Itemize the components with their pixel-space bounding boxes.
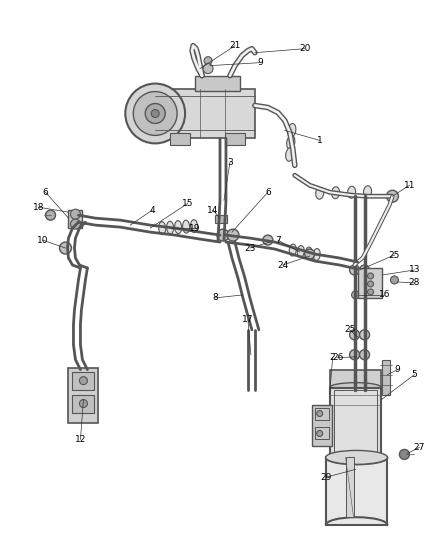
Bar	[215, 215, 227, 223]
Text: 17: 17	[242, 316, 254, 324]
Circle shape	[151, 109, 159, 117]
Circle shape	[386, 190, 399, 202]
Text: 14: 14	[207, 206, 219, 215]
Text: 2: 2	[330, 353, 336, 362]
Circle shape	[305, 249, 314, 259]
Ellipse shape	[316, 187, 324, 199]
Text: 25: 25	[344, 325, 355, 334]
Circle shape	[145, 103, 165, 124]
Text: 9: 9	[395, 365, 400, 374]
Text: 5: 5	[412, 370, 417, 379]
Text: 29: 29	[320, 473, 332, 482]
Circle shape	[350, 265, 360, 275]
Text: 6: 6	[42, 188, 49, 197]
Bar	[312, 405, 332, 447]
Circle shape	[60, 242, 71, 254]
Bar	[330, 387, 381, 457]
Circle shape	[217, 229, 229, 241]
Circle shape	[79, 400, 88, 408]
Text: 10: 10	[37, 236, 48, 245]
Text: 8: 8	[212, 293, 218, 302]
Bar	[314, 427, 328, 439]
Ellipse shape	[183, 220, 190, 233]
Bar	[314, 408, 328, 419]
Ellipse shape	[286, 135, 295, 149]
Bar	[72, 372, 95, 390]
Circle shape	[203, 63, 213, 74]
Bar	[170, 133, 190, 146]
Text: 15: 15	[182, 199, 194, 208]
Circle shape	[79, 377, 88, 385]
Text: 4: 4	[149, 206, 155, 215]
Text: 26: 26	[332, 353, 343, 362]
Circle shape	[133, 92, 177, 135]
Ellipse shape	[286, 148, 294, 161]
Circle shape	[367, 273, 374, 279]
Bar	[68, 368, 99, 423]
Text: 25: 25	[389, 251, 400, 260]
Ellipse shape	[364, 186, 371, 198]
Ellipse shape	[330, 383, 381, 393]
Bar	[382, 360, 390, 394]
Circle shape	[350, 330, 360, 340]
Circle shape	[227, 229, 239, 241]
Bar	[330, 370, 381, 387]
Circle shape	[350, 350, 360, 360]
Text: 23: 23	[244, 244, 256, 253]
Bar	[357, 268, 382, 298]
Text: 18: 18	[33, 203, 44, 212]
Circle shape	[390, 276, 399, 284]
Ellipse shape	[289, 244, 296, 256]
Circle shape	[71, 209, 81, 219]
Circle shape	[352, 291, 360, 299]
Text: 9: 9	[257, 58, 263, 67]
Ellipse shape	[159, 222, 166, 235]
Bar	[72, 394, 95, 413]
Text: 28: 28	[409, 278, 420, 287]
Ellipse shape	[326, 450, 388, 464]
Ellipse shape	[313, 248, 320, 261]
Circle shape	[317, 410, 323, 416]
Text: 24: 24	[277, 261, 288, 270]
Ellipse shape	[288, 124, 296, 138]
Text: 7: 7	[275, 236, 281, 245]
Ellipse shape	[175, 221, 182, 233]
Bar	[326, 457, 388, 525]
Circle shape	[46, 210, 56, 220]
Text: 16: 16	[379, 290, 390, 300]
Circle shape	[71, 219, 81, 229]
Circle shape	[360, 330, 370, 340]
Ellipse shape	[297, 246, 304, 257]
Text: 6: 6	[265, 188, 271, 197]
Bar	[68, 210, 82, 228]
Circle shape	[367, 289, 374, 295]
Text: 21: 21	[229, 41, 240, 50]
Text: 1: 1	[317, 136, 322, 145]
Circle shape	[399, 449, 410, 459]
Text: 27: 27	[413, 443, 425, 452]
Bar	[334, 390, 378, 455]
Text: 13: 13	[409, 265, 420, 274]
Text: 3: 3	[227, 158, 233, 167]
Bar	[225, 133, 245, 146]
Circle shape	[263, 235, 273, 245]
Ellipse shape	[191, 220, 198, 232]
Ellipse shape	[348, 186, 356, 198]
Circle shape	[125, 84, 185, 143]
Bar	[346, 457, 353, 517]
Ellipse shape	[305, 247, 312, 259]
Bar	[155, 88, 255, 139]
Text: 20: 20	[299, 44, 311, 53]
Circle shape	[317, 431, 323, 437]
Circle shape	[367, 281, 374, 287]
Text: 12: 12	[75, 435, 86, 444]
Text: 11: 11	[404, 181, 415, 190]
Text: 19: 19	[189, 224, 201, 232]
Circle shape	[360, 350, 370, 360]
Circle shape	[360, 265, 370, 275]
Ellipse shape	[166, 221, 173, 234]
Ellipse shape	[332, 187, 339, 199]
Circle shape	[204, 56, 212, 64]
Bar	[195, 76, 240, 91]
